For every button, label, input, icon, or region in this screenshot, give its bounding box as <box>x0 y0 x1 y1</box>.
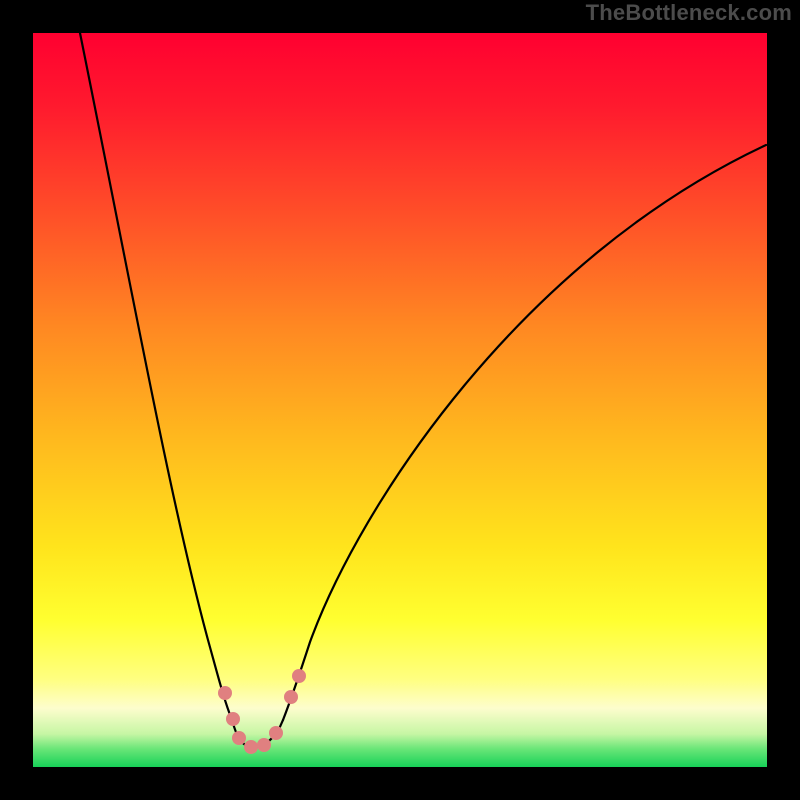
marker-point <box>244 740 258 754</box>
watermark-text: TheBottleneck.com <box>586 0 792 26</box>
marker-point <box>218 686 232 700</box>
marker-point <box>269 726 283 740</box>
marker-point <box>292 669 306 683</box>
bottleneck-curve-chart <box>0 0 800 800</box>
marker-point <box>226 712 240 726</box>
gradient-background <box>33 33 767 767</box>
marker-point <box>257 738 271 752</box>
chart-frame: TheBottleneck.com <box>0 0 800 800</box>
marker-point <box>232 731 246 745</box>
marker-point <box>284 690 298 704</box>
